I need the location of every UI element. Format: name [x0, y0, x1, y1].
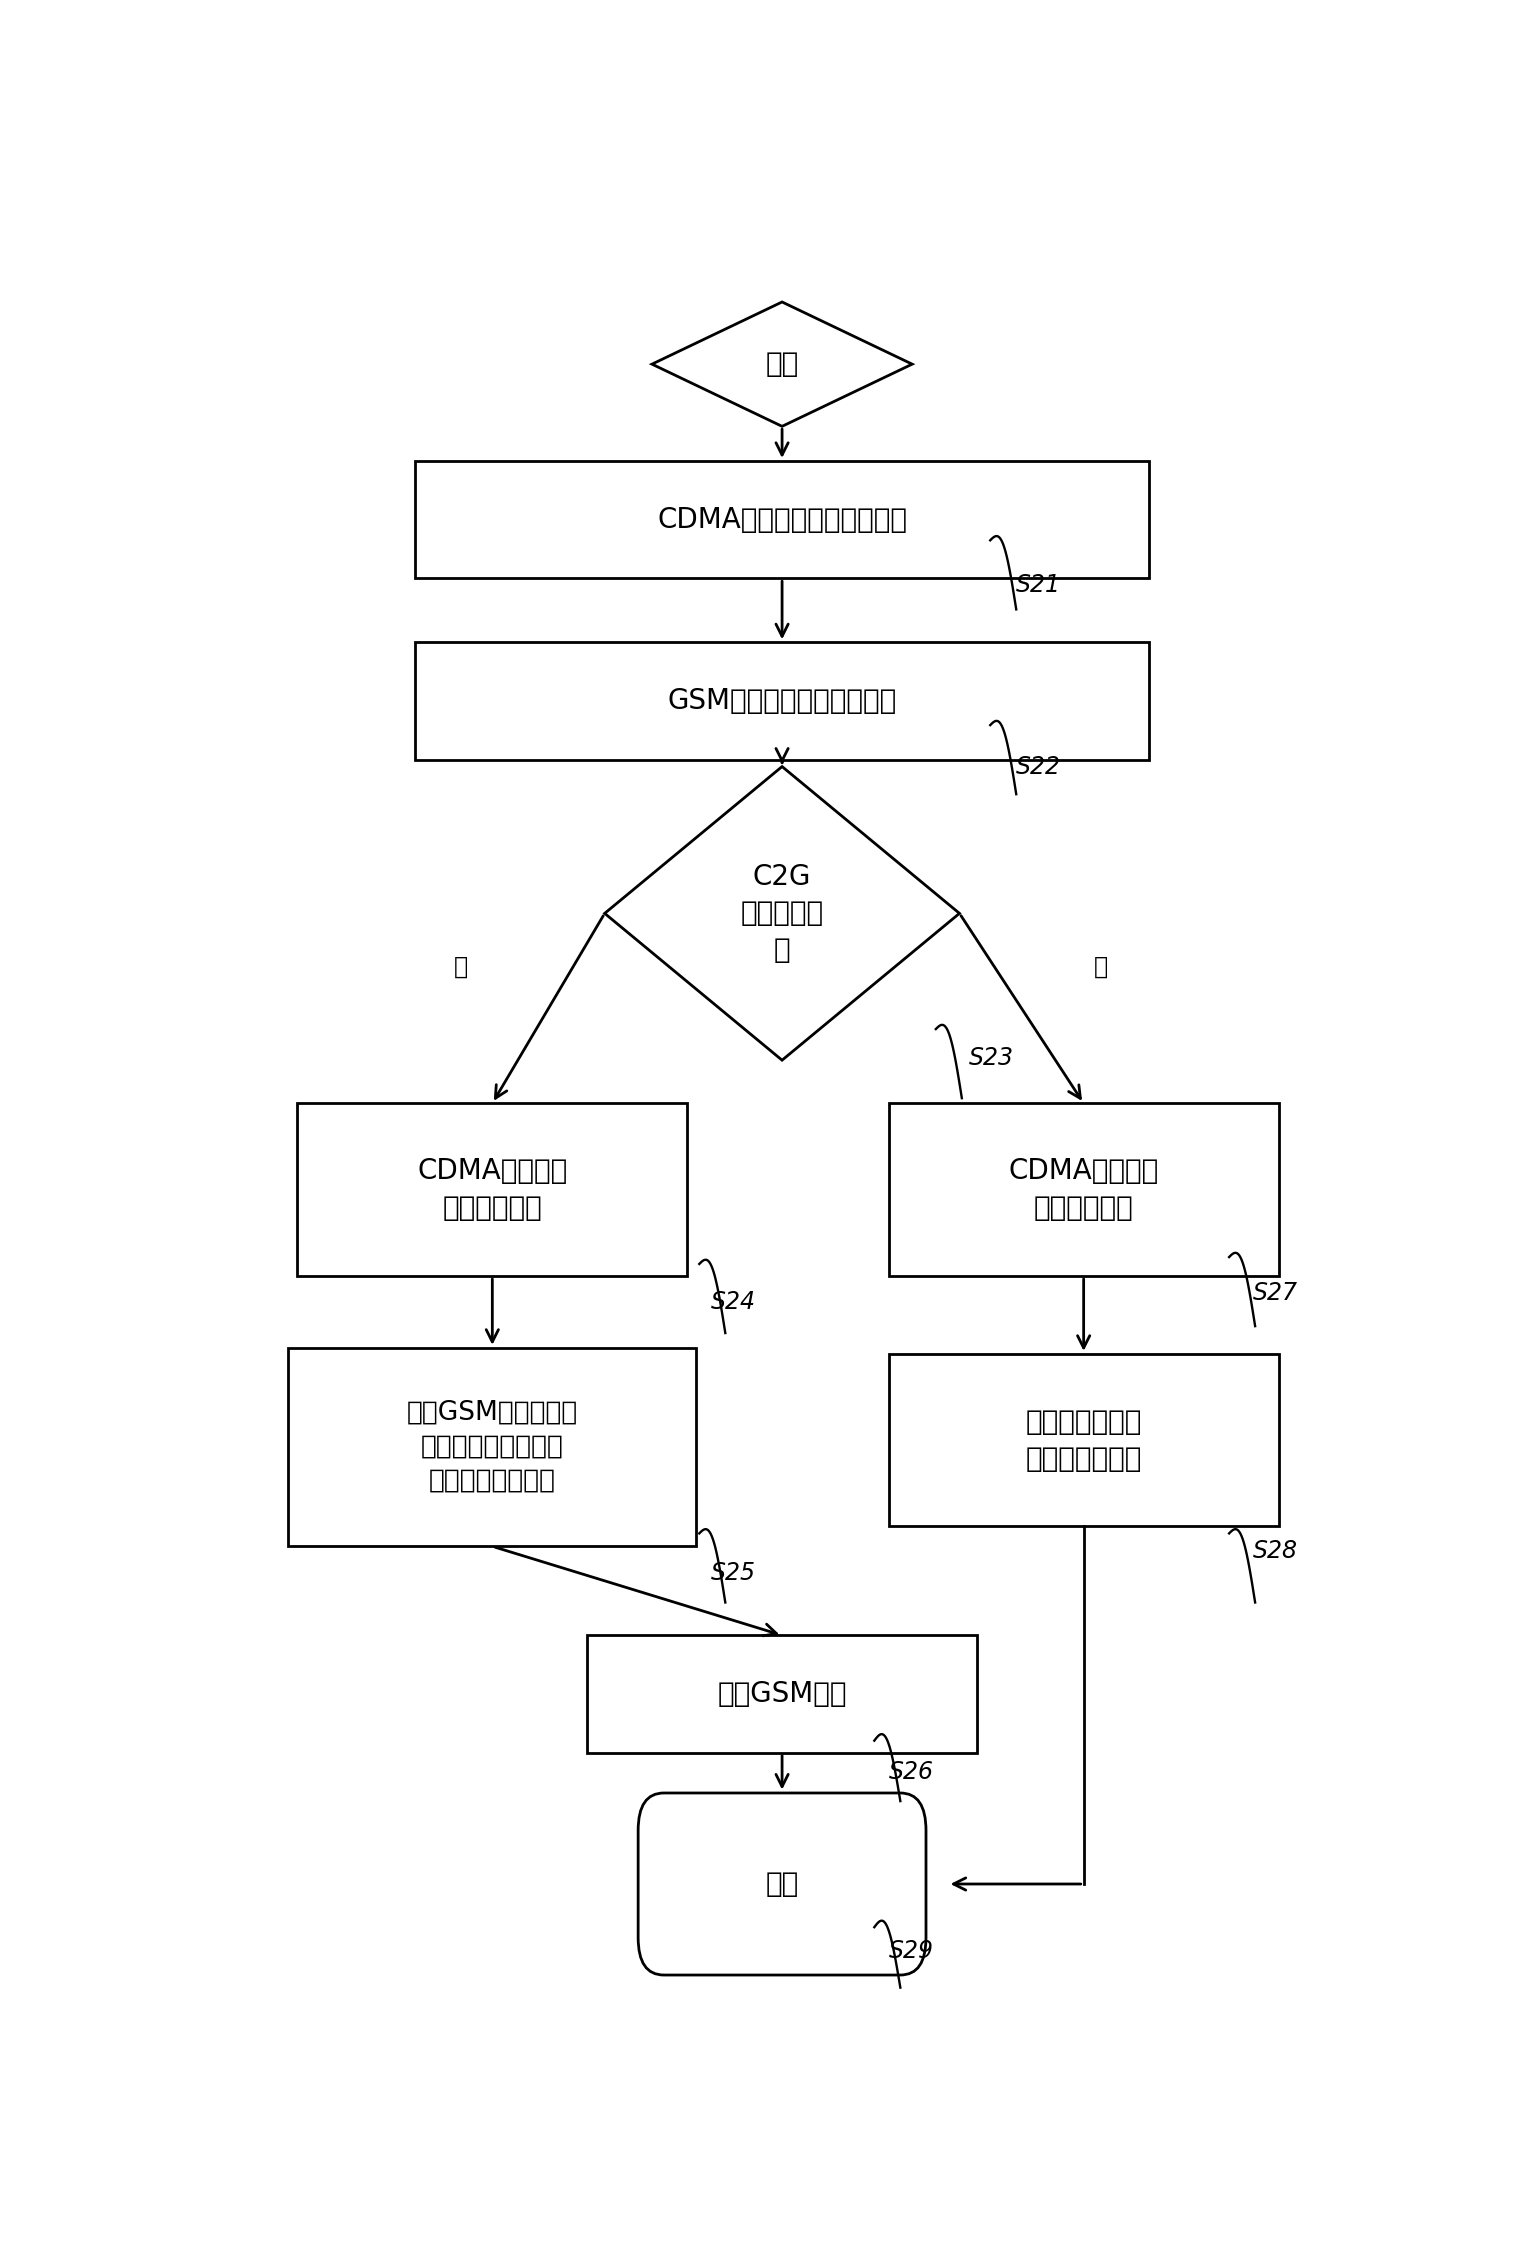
Text: S29: S29: [888, 1940, 934, 1963]
Bar: [588, 1635, 977, 1752]
Polygon shape: [604, 767, 960, 1061]
Bar: [298, 1104, 688, 1276]
Text: C2G
信号线的状
态: C2G 信号线的状 态: [740, 864, 824, 964]
Text: S28: S28: [1253, 1539, 1297, 1563]
Text: S24: S24: [711, 1290, 755, 1314]
Text: CDMA模块为工
作状态并记录: CDMA模块为工 作状态并记录: [417, 1157, 568, 1222]
FancyBboxPatch shape: [638, 1792, 926, 1976]
Polygon shape: [652, 303, 913, 426]
Text: GSM模块接收中断请求信号: GSM模块接收中断请求信号: [667, 686, 897, 716]
Text: S22: S22: [1016, 754, 1061, 778]
Bar: [415, 641, 1149, 760]
Text: S21: S21: [1016, 574, 1061, 597]
Text: 设置GSM模块为工作
状态及设置下一次响
应中断请求的方式: 设置GSM模块为工作 状态及设置下一次响 应中断请求的方式: [407, 1400, 578, 1494]
Text: CDMA模块为休
眠状态并记录: CDMA模块为休 眠状态并记录: [1009, 1157, 1158, 1222]
Text: S26: S26: [888, 1761, 934, 1783]
Text: 低: 低: [1094, 956, 1108, 978]
Bar: [415, 460, 1149, 579]
Text: 结束: 结束: [766, 1871, 798, 1898]
Bar: [888, 1355, 1279, 1527]
Text: 高: 高: [453, 956, 467, 978]
Text: S23: S23: [969, 1047, 1013, 1070]
Bar: [888, 1104, 1279, 1276]
Text: 开始: 开始: [766, 350, 798, 379]
Text: 唤醒GSM模块: 唤醒GSM模块: [717, 1680, 847, 1707]
Text: S25: S25: [711, 1561, 755, 1586]
Text: CDMA模块发送中断请求信号: CDMA模块发送中断请求信号: [658, 505, 906, 534]
Text: S27: S27: [1253, 1281, 1297, 1305]
Bar: [288, 1348, 696, 1545]
Text: 设置下一次响应
中断请求的方式: 设置下一次响应 中断请求的方式: [1025, 1409, 1141, 1474]
